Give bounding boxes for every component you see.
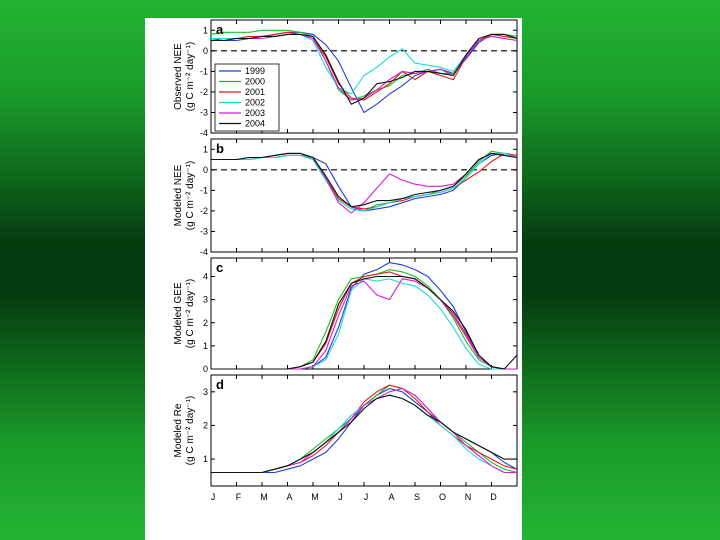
y-tick-label-a: -2 xyxy=(200,87,208,97)
y-tick-label-c: 1 xyxy=(203,341,208,351)
series-line-a-2004 xyxy=(211,33,518,105)
x-tick-label-month: M xyxy=(260,492,268,502)
y-axis-units-d: (g C m⁻² day⁻¹) xyxy=(185,396,196,465)
y-axis-units-c: (g C m⁻² day⁻¹) xyxy=(185,279,196,348)
x-tick-label-month: A xyxy=(286,492,292,502)
series-line-d-2004 xyxy=(211,394,517,474)
y-axis-units-a: (g C m⁻² day⁻¹) xyxy=(185,42,196,111)
y-tick-label-c: 2 xyxy=(203,318,208,328)
figure-panel: -4 -3 -2 -1 0 1 a Observed NEE (g C m⁻² day⁻¹) 19… xyxy=(145,18,522,540)
panel-letter-b: b xyxy=(216,141,224,156)
y-tick-label-c: 0 xyxy=(203,364,208,374)
x-tick-label-month: S xyxy=(414,492,420,502)
series-line-b-2001 xyxy=(211,152,518,210)
y-tick-label-b: -4 xyxy=(200,247,208,257)
y-tick-label-b: -3 xyxy=(200,226,208,236)
panel-frame-b xyxy=(210,138,518,253)
x-tick-label-month: J xyxy=(364,492,369,502)
panel-letter-c: c xyxy=(216,260,223,275)
x-tick-label-month: M xyxy=(311,492,319,502)
series-line-d-2001 xyxy=(211,384,518,474)
series-line-b-2003 xyxy=(211,152,518,214)
x-tick-label-month: F xyxy=(236,492,242,502)
x-tick-label-month: A xyxy=(388,492,394,502)
panel-frame-d xyxy=(210,374,518,487)
y-tick-label-a: -3 xyxy=(200,107,208,117)
x-tick-label-month: O xyxy=(439,492,446,502)
legend-label-2003: 2003 xyxy=(245,108,265,118)
y-axis-label-b: Modeled NEE xyxy=(173,164,184,226)
y-tick-label-a: -4 xyxy=(200,128,208,138)
y-tick-label-a: 1 xyxy=(203,25,208,35)
y-tick-label-a: -1 xyxy=(200,66,208,76)
y-tick-label-b: 0 xyxy=(203,165,208,175)
legend-label-2001: 2001 xyxy=(245,87,265,97)
y-axis-label-c: Modeled GEE xyxy=(173,282,184,345)
panel-letter-d: d xyxy=(216,377,224,392)
y-tick-label-d: 3 xyxy=(203,387,208,397)
y-tick-label-d: 2 xyxy=(203,420,208,430)
legend-label-2004: 2004 xyxy=(245,119,265,129)
y-tick-label-b: 1 xyxy=(203,144,208,154)
y-tick-label-c: 4 xyxy=(203,272,208,282)
legend-label-2002: 2002 xyxy=(245,98,265,108)
x-tick-label-month: J xyxy=(211,492,216,502)
panel-letter-a: a xyxy=(216,22,224,37)
series-line-d-1999 xyxy=(211,387,518,474)
y-tick-label-c: 3 xyxy=(203,295,208,305)
y-axis-label-d: Modeled Re xyxy=(173,403,184,457)
y-tick-label-d: 1 xyxy=(203,454,208,464)
x-tick-label-month: J xyxy=(338,492,343,502)
y-axis-units-b: (g C m⁻² day⁻¹) xyxy=(185,161,196,230)
series-line-b-2004 xyxy=(211,152,518,208)
x-tick-label-month: N xyxy=(465,492,472,502)
series-line-c-2002 xyxy=(211,278,517,370)
legend-label-2000: 2000 xyxy=(245,77,265,87)
series-line-d-2003 xyxy=(211,387,517,474)
x-tick-label-month: D xyxy=(490,492,497,502)
legend-box xyxy=(214,63,280,132)
series-line-d-2002 xyxy=(211,394,517,474)
y-tick-label-b: -1 xyxy=(200,185,208,195)
series-line-c-2004 xyxy=(211,275,518,370)
y-tick-label-b: -2 xyxy=(200,206,208,216)
y-tick-label-a: 0 xyxy=(203,46,208,56)
legend-label-1999: 1999 xyxy=(245,66,265,76)
series-line-d-2000 xyxy=(211,384,518,474)
y-axis-label-a: Observed NEE xyxy=(173,43,184,110)
